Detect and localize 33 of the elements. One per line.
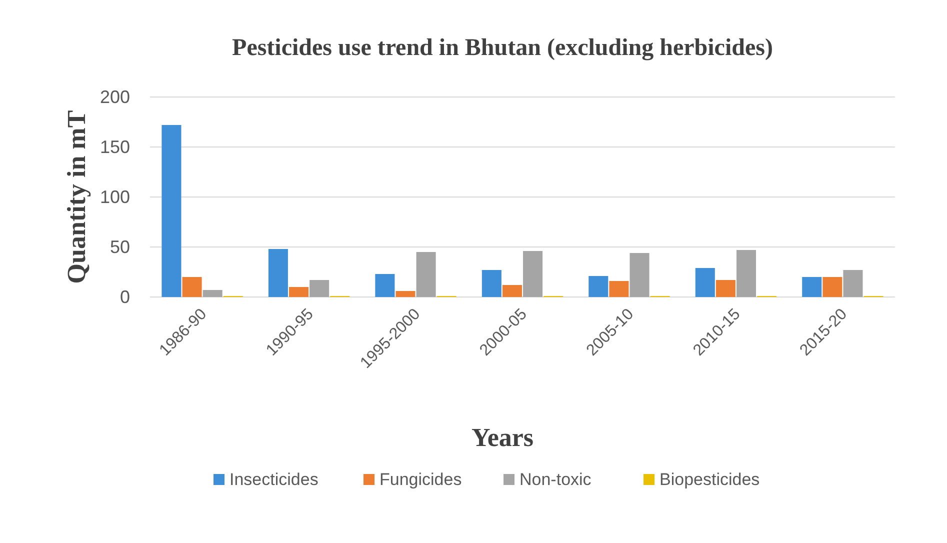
bar — [802, 277, 822, 297]
bar — [695, 268, 715, 297]
legend-label: Fungicides — [380, 470, 462, 489]
y-tick-label: 0 — [120, 287, 130, 307]
bar — [588, 276, 608, 297]
x-axis-title: Years — [471, 423, 534, 452]
bar — [375, 274, 395, 297]
bar — [523, 251, 543, 297]
bar — [396, 291, 416, 297]
bar — [482, 270, 502, 297]
bar — [630, 253, 650, 297]
y-tick-label: 50 — [110, 237, 130, 257]
legend-label: Insecticides — [230, 470, 318, 489]
bar — [162, 125, 182, 297]
chart-title: Pesticides use trend in Bhutan (excluding herbicides) — [232, 35, 773, 61]
bar — [822, 277, 842, 297]
y-tick-label: 150 — [100, 137, 130, 157]
bar — [609, 281, 629, 297]
bar — [716, 280, 736, 297]
y-axis-title: Quantity in mT — [62, 110, 91, 284]
y-tick-label: 200 — [100, 87, 130, 107]
bar — [202, 290, 222, 297]
bar — [416, 252, 436, 297]
legend-label: Biopesticides — [660, 470, 760, 489]
bar — [310, 280, 330, 297]
bar — [736, 250, 756, 297]
bar — [843, 270, 863, 297]
bar — [182, 277, 202, 297]
bar — [288, 287, 309, 297]
bar — [502, 285, 522, 297]
bar — [268, 249, 288, 297]
legend-label: Non-toxic — [520, 470, 592, 489]
y-tick-label: 100 — [100, 187, 130, 207]
